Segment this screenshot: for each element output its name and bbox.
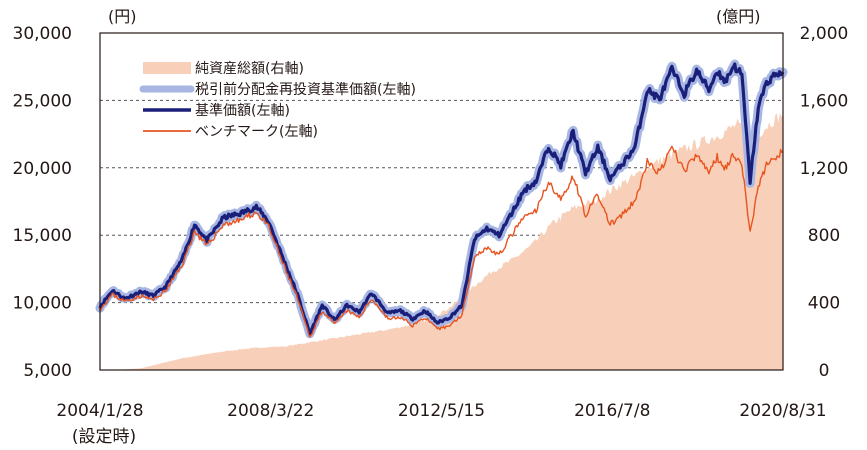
x-tick-label: 2012/5/15 bbox=[398, 401, 485, 421]
right-axis-ticks: 0 400 800 1,200 1,600 2,000 bbox=[800, 24, 849, 381]
right-tick-label: 1,200 bbox=[800, 159, 849, 179]
price-lines-layer bbox=[95, 59, 788, 339]
right-tick-label: 2,000 bbox=[800, 24, 849, 44]
legend-label: 基準価額(左軸) bbox=[195, 102, 290, 119]
x-axis-ticks: 2004/1/28 2008/3/22 2012/5/15 2016/7/8 2020/… bbox=[56, 401, 826, 421]
x-tick-label: 2004/1/28 bbox=[56, 401, 143, 421]
left-tick-label: 10,000 bbox=[13, 294, 72, 314]
benchmark-line bbox=[99, 145, 784, 338]
legend-label: ベンチマーク(左軸) bbox=[195, 124, 318, 140]
right-tick-label: 0 bbox=[819, 361, 830, 381]
legend: 純資産総額(右軸) 税引前分配金再投資基準価額(左軸) 基準価額(左軸) ベンチマーク… bbox=[139, 61, 416, 140]
left-tick-label: 20,000 bbox=[13, 159, 72, 179]
left-tick-label: 30,000 bbox=[13, 24, 72, 44]
left-tick-label: 5,000 bbox=[23, 361, 72, 381]
plot-border bbox=[99, 32, 784, 371]
right-tick-label: 800 bbox=[808, 226, 840, 246]
x-tick-label: 2008/3/22 bbox=[227, 401, 314, 421]
legend-label: 税引前分配金再投資基準価額(左軸) bbox=[195, 81, 416, 98]
x-axis-first-label-note: (設定時) bbox=[72, 427, 136, 447]
nav-line bbox=[98, 62, 785, 336]
plot-frame bbox=[99, 32, 784, 371]
left-tick-label: 25,000 bbox=[13, 91, 72, 111]
x-tick-label: 2020/8/31 bbox=[739, 401, 826, 421]
legend-swatch-area bbox=[143, 62, 191, 74]
left-axis-ticks: 5,000 10,000 15,000 20,000 25,000 30,000 bbox=[13, 24, 72, 381]
legend-label: 純資産総額(右軸) bbox=[195, 61, 304, 77]
right-tick-label: 1,600 bbox=[800, 91, 849, 111]
right-tick-label: 400 bbox=[808, 294, 840, 314]
x-tick-label: 2016/7/8 bbox=[574, 401, 650, 421]
left-tick-label: 15,000 bbox=[13, 226, 72, 246]
net-assets-area bbox=[100, 112, 783, 370]
left-axis-unit: (円) bbox=[108, 7, 137, 26]
net-assets-area-layer bbox=[100, 112, 783, 370]
right-axis-unit: (億円) bbox=[716, 7, 761, 26]
